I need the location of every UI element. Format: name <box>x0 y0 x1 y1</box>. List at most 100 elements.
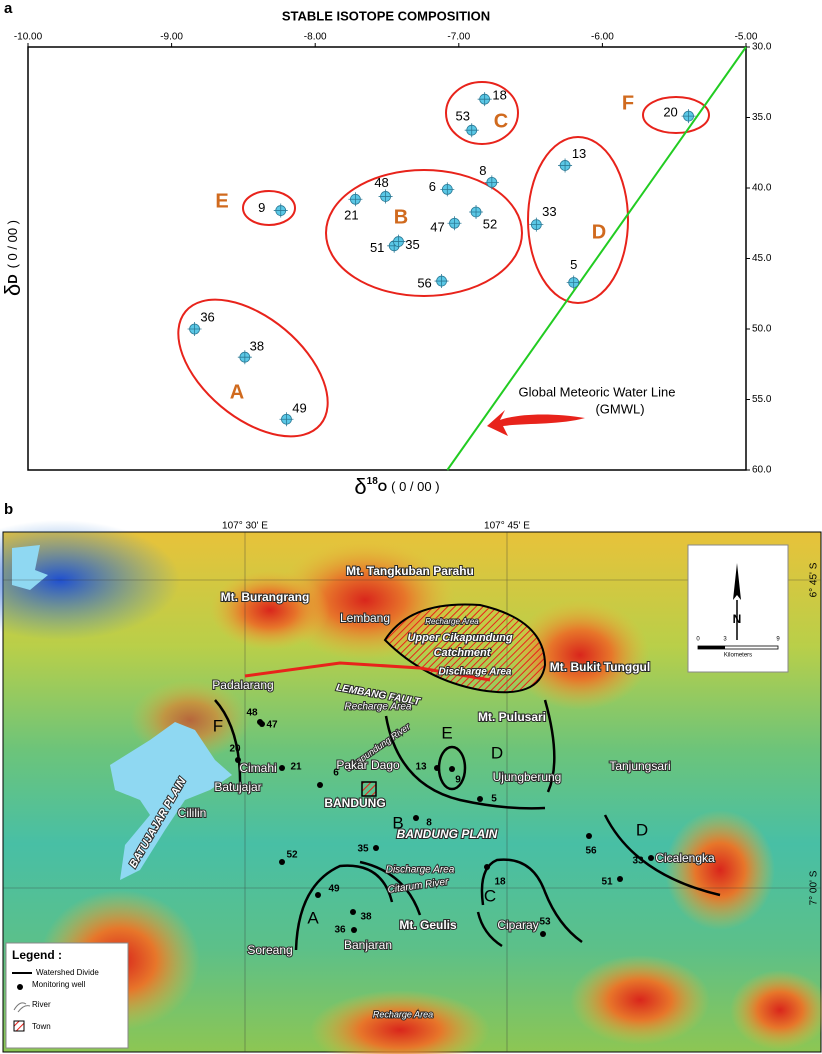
group-ellipse <box>445 81 519 145</box>
well-label: 18 <box>494 877 506 888</box>
place-label: Mt. Bukit Tunggul <box>550 660 650 674</box>
group-label: A <box>230 381 244 403</box>
coordinate-label: 107° 30' E <box>222 521 268 532</box>
x-label-part: ( 0 / 00 ) <box>391 479 439 494</box>
point-cross <box>273 203 288 218</box>
terrain <box>730 970 822 1050</box>
north-arrow <box>733 563 741 600</box>
point-label: 20 <box>663 105 677 120</box>
point-cross <box>529 217 544 232</box>
point-label: 53 <box>455 109 469 124</box>
place-label: Mt. Pulusari <box>478 710 546 724</box>
group-label: D <box>592 221 606 243</box>
terrain <box>570 955 710 1045</box>
point-cross <box>566 275 581 290</box>
water <box>12 545 48 590</box>
y-label-part: ( 0 / 00 ) <box>5 220 20 268</box>
well-label: 38 <box>360 912 372 923</box>
point-cross <box>391 234 406 249</box>
point-label: 6 <box>429 179 436 194</box>
point-cross <box>484 175 499 190</box>
place-label: Ciparay <box>497 918 538 932</box>
point-label: 51 <box>370 240 384 255</box>
watershed-divide <box>359 860 422 916</box>
watershed-divide <box>480 858 583 944</box>
point-label: 56 <box>417 275 431 290</box>
group-label: F <box>622 92 634 114</box>
place-label: Batujajar <box>214 780 261 794</box>
point-label: 5 <box>570 257 577 272</box>
y-tick-label: 60.0 <box>752 465 772 476</box>
point-label: 8 <box>479 163 486 178</box>
legend-item: Town <box>32 1022 51 1031</box>
well-label: 49 <box>328 884 340 895</box>
reservoir <box>110 722 232 880</box>
well-label: 9 <box>455 775 461 786</box>
group-ellipse <box>527 136 629 304</box>
well-label: 5 <box>491 794 497 805</box>
point-label: 48 <box>374 175 388 190</box>
group-ellipse <box>177 298 329 438</box>
place-label: Catchment <box>434 647 492 659</box>
y-tick-label: 55.0 <box>752 394 772 405</box>
group-ellipses <box>177 81 710 438</box>
place-label: Cicalengka <box>655 851 715 865</box>
y-tick-label: 35.0 <box>752 112 772 123</box>
well-label: 13 <box>415 762 427 773</box>
point-label: 33 <box>542 204 556 219</box>
x-label-part: 18 <box>367 476 379 487</box>
zone-label: C <box>484 886 496 905</box>
y-tick-label: 30.0 <box>752 42 772 53</box>
x-axis-label: δ18O ( 0 / 00 ) <box>354 474 439 499</box>
monitoring-well <box>586 833 592 839</box>
legend-item: Monitoring well <box>32 980 86 989</box>
scale-bar <box>698 646 725 649</box>
place-label: Padalarang <box>212 678 273 692</box>
scale-tick: 3 <box>723 637 727 643</box>
place-label: Pakar Dago <box>336 758 400 772</box>
x-tick-label: -9.00 <box>160 32 183 43</box>
place-label: Mt. Burangrang <box>221 590 310 604</box>
watershed-divide <box>603 814 721 897</box>
group-ellipse <box>242 190 296 226</box>
town <box>361 781 377 797</box>
zone-label: B <box>392 813 403 832</box>
place-label: Soreang <box>247 943 292 957</box>
zone-label: D <box>636 820 648 839</box>
point-cross <box>477 92 492 107</box>
point-cross <box>434 274 449 289</box>
well-label: 47 <box>266 720 278 731</box>
y-label-part: D <box>5 274 20 283</box>
x-label-part: δ <box>354 474 366 499</box>
x-tick-label: -7.00 <box>447 32 470 43</box>
well-label: 56 <box>585 846 597 857</box>
place-label: Mt. Geulis <box>399 918 457 932</box>
place-label: Recharge Area <box>425 617 479 626</box>
place-label: Discharge Area <box>386 865 455 876</box>
gmwl-arrow <box>487 410 585 436</box>
place-label: Cimahi <box>239 761 276 775</box>
x-tick-label: -6.00 <box>591 32 614 43</box>
terrain <box>510 600 650 710</box>
chart-title: STABLE ISOTOPE COMPOSITION <box>282 8 490 23</box>
plot-frame <box>27 46 747 471</box>
place-label: Discharge Area <box>439 667 512 678</box>
watershed-divides <box>214 699 721 951</box>
place-label: Tanjungsari <box>609 759 670 773</box>
monitoring-well <box>449 766 455 772</box>
well-label: 6 <box>333 768 339 779</box>
group-ellipse <box>325 169 523 297</box>
point-cross <box>187 322 202 336</box>
monitoring-well <box>315 892 321 898</box>
compass-box <box>687 544 789 673</box>
well-label: 20 <box>229 744 241 755</box>
monitoring-well <box>279 859 285 865</box>
place-label: BANDUNG PLAIN <box>397 827 498 841</box>
gmwl-line <box>446 46 747 471</box>
y-axis-label: δD ( 0 / 00 ) <box>0 220 25 296</box>
point-label: 35 <box>405 237 419 252</box>
fault <box>244 661 491 682</box>
legend-item: Watershed Divide <box>36 968 99 977</box>
